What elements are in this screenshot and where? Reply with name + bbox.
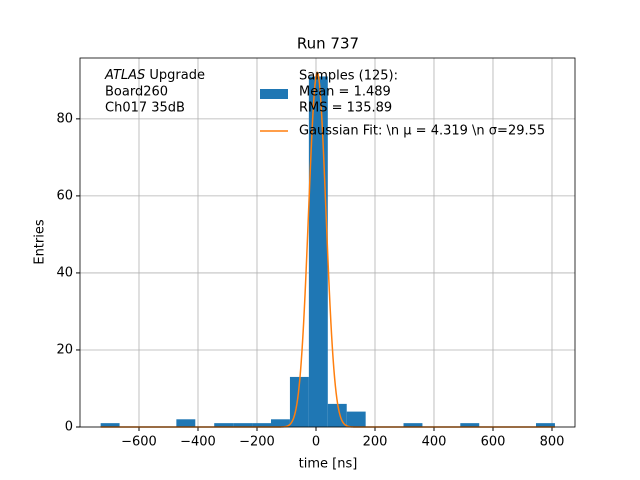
x-tick-label: 200 [363,435,388,450]
legend-label: Gaussian Fit: \n μ = 4.319 \n σ=29.55 [299,124,545,139]
bar [536,423,555,427]
x-tick-label: −400 [180,435,216,450]
legend-label: RMS = 135.89 [299,101,392,116]
bar [308,76,328,427]
bar [271,419,290,427]
y-axis-label: Entries [33,219,48,265]
y-tick-label: 80 [56,111,73,126]
legend-label: Samples (125): [299,69,398,84]
legend-swatch [260,89,288,99]
legend-label: Mean = 1.489 [299,85,391,100]
bar [403,423,423,427]
bar [100,423,120,427]
x-tick-label: 800 [540,435,565,450]
bar [346,411,366,427]
x-tick-label: 0 [312,435,320,450]
x-tick-label: 400 [422,435,447,450]
x-tick-label: −200 [239,435,275,450]
annotation-italic: ATLAS [104,68,145,83]
annotation-text: Upgrade [145,68,205,83]
annotation: ATLAS Upgrade [104,68,205,83]
bar [460,423,480,427]
y-tick-label: 20 [56,342,73,357]
x-tick-label: −600 [121,435,157,450]
bar [233,423,253,427]
y-tick-label: 0 [65,420,73,435]
bar [176,419,196,427]
x-tick-label: 600 [481,435,506,450]
y-tick-label: 60 [56,188,73,203]
bar [252,423,272,427]
x-axis-label: time [ns] [299,457,358,472]
y-tick-label: 40 [56,265,73,280]
axes-frame [79,57,576,428]
chart-title: Run 737 [297,35,359,53]
annotation: Ch017 35dB [105,101,185,116]
annotation: Board260 [105,85,168,100]
bar [214,423,234,427]
